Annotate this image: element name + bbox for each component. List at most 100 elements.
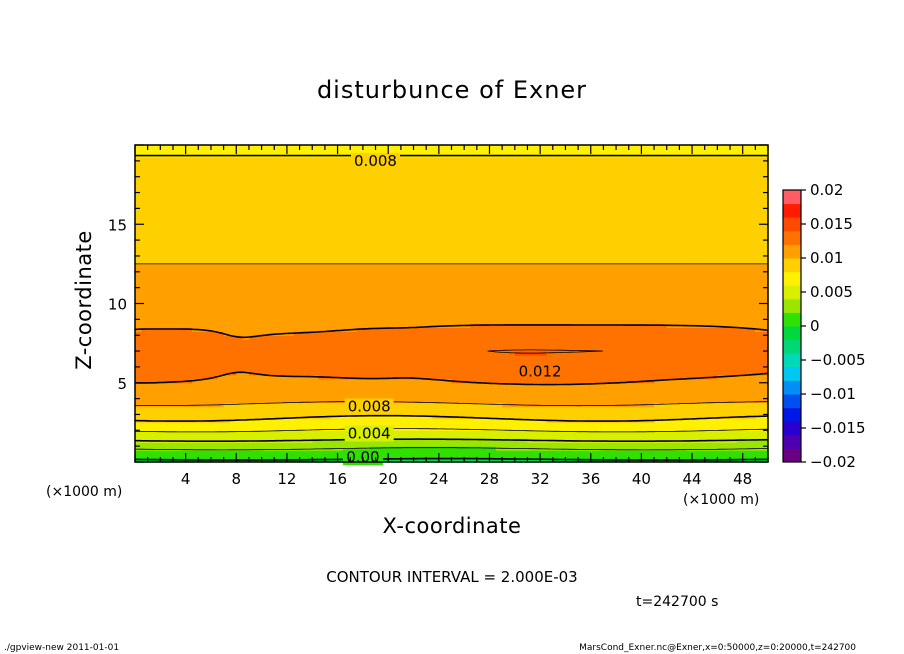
contour-cell — [242, 446, 250, 451]
contour-cell — [166, 335, 174, 340]
contour-cell — [736, 382, 744, 388]
contour-cell — [337, 295, 345, 301]
contour-cell — [362, 263, 370, 269]
contour-cell — [597, 303, 605, 309]
contour-cell — [350, 331, 358, 336]
contour-cell — [736, 279, 744, 285]
contour-cell — [229, 366, 237, 372]
contour-cell — [514, 386, 522, 392]
contour-cell — [527, 406, 535, 412]
contour-cell — [160, 283, 168, 289]
contour-cell — [147, 331, 155, 336]
contour-cell — [483, 422, 491, 427]
contour-cell — [761, 351, 769, 356]
contour-cell — [546, 347, 554, 352]
contour-cell — [229, 311, 237, 316]
contour-cell — [438, 307, 446, 313]
contour-cell — [223, 358, 231, 364]
contour-cell — [679, 386, 687, 392]
contour-cell — [527, 434, 535, 439]
contour-cell — [388, 295, 396, 301]
contour-cell — [590, 434, 598, 439]
contour-cell — [578, 327, 586, 332]
contour-cell — [413, 347, 421, 352]
contour-cell — [160, 355, 168, 360]
contour-cell — [692, 351, 699, 356]
contour-cell — [350, 422, 358, 427]
contour-cell — [685, 450, 693, 455]
contour-cell — [166, 394, 174, 400]
contour-cell — [445, 434, 453, 439]
contour-cell — [274, 382, 282, 388]
contour-cell — [135, 422, 142, 427]
contour-cell — [590, 414, 598, 420]
contour-cell — [280, 418, 288, 423]
contour-cell — [331, 295, 339, 301]
contour-cell — [153, 291, 161, 297]
contour-cell — [141, 446, 149, 451]
contour-cell — [464, 291, 472, 297]
contour-cell — [647, 299, 655, 305]
contour-cell — [559, 279, 567, 285]
contour-cell — [166, 414, 174, 420]
contour-cell — [419, 303, 427, 309]
contour-cell — [673, 366, 680, 372]
contour-cell — [350, 351, 358, 356]
contour-cell — [299, 410, 307, 416]
contour-cell — [508, 362, 516, 368]
contour-cell — [647, 406, 655, 412]
contour-cell — [502, 327, 510, 332]
contour-cell — [730, 343, 737, 348]
contour-cell — [635, 279, 642, 285]
contour-cell — [489, 442, 497, 447]
contour-cell — [147, 335, 155, 340]
contour-cell — [635, 426, 642, 431]
contour-cell — [217, 406, 225, 412]
contour-cell — [609, 331, 617, 336]
contour-cell — [438, 275, 446, 281]
contour-cell — [147, 430, 155, 435]
contour-cell — [679, 331, 687, 336]
contour-cell — [426, 311, 434, 316]
contour-cell — [717, 418, 725, 423]
contour-cell — [400, 303, 408, 309]
contour-cell — [135, 374, 142, 380]
contour-cell — [318, 339, 326, 344]
contour-cell — [413, 283, 421, 289]
contour-cell — [318, 394, 326, 400]
contour-cell — [679, 275, 687, 281]
contour-cell — [141, 378, 149, 384]
contour-cell — [286, 362, 294, 368]
contour-cell — [305, 450, 313, 455]
contour-cell — [388, 347, 396, 352]
contour-cell — [210, 327, 218, 332]
contour-cell — [489, 319, 497, 324]
contour-cell — [394, 327, 402, 332]
contour-cell — [711, 295, 718, 301]
contour-cell — [191, 402, 199, 408]
contour-cell — [236, 279, 244, 285]
contour-cell — [654, 442, 661, 447]
contour-cell — [242, 279, 250, 285]
contour-cell — [198, 362, 206, 368]
contour-cell — [293, 362, 301, 368]
contour-cell — [736, 283, 744, 289]
contour-cell — [476, 374, 484, 380]
contour-cell — [413, 442, 421, 447]
contour-cell — [153, 450, 161, 455]
contour-cell — [223, 347, 231, 352]
contour-cell — [584, 402, 592, 408]
contour-cell — [362, 366, 370, 372]
contour-cell — [375, 275, 383, 281]
contour-cell — [742, 271, 750, 277]
contour-cell — [514, 311, 522, 316]
contour-cell — [679, 319, 687, 324]
contour-cell — [331, 402, 339, 408]
contour-cell — [229, 275, 237, 281]
contour-cell — [229, 339, 237, 344]
contour-cell — [242, 295, 250, 301]
contour-cell — [248, 315, 256, 320]
contour-cell — [628, 339, 636, 344]
contour-cell — [647, 358, 655, 364]
contour-cell — [730, 319, 737, 324]
